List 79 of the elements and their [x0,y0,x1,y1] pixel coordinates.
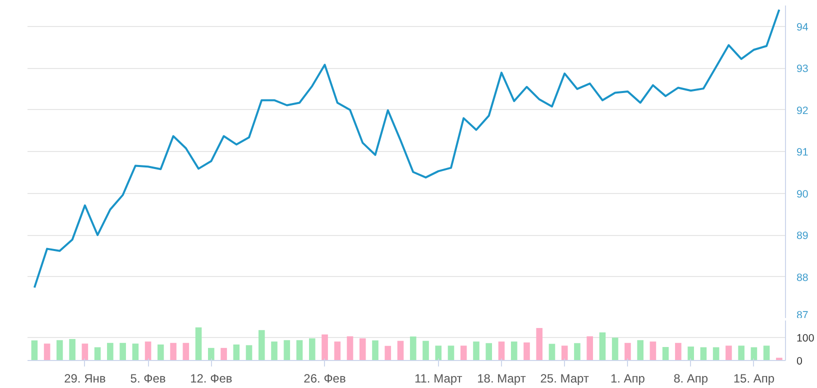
bar [586,336,593,360]
y-tick-label: 93 [796,63,808,76]
bar [448,346,454,360]
bar [82,344,88,360]
bar [372,340,378,360]
bar [561,346,568,360]
bar [334,342,341,360]
bar [422,340,429,360]
x-tick-label: 18. Март [477,372,526,386]
bar [675,342,682,360]
y-tick-label: 89 [796,230,808,242]
x-tick-label: 8. Апр [674,372,708,386]
y-tick-label: 100 [796,332,814,345]
bar [144,342,152,360]
bar [271,342,278,360]
bar [763,346,770,360]
bar [56,340,63,360]
bar [31,340,38,360]
bar [574,343,580,360]
bar [132,344,139,360]
bar [524,342,530,360]
x-tick-label: 29. Янв [64,372,106,386]
bar [346,336,354,360]
y-tick-label: 90 [796,188,808,200]
x-tick-label: 1. Апр [610,372,646,386]
x-tick-label: 12. Фев [190,372,232,386]
bar [650,342,656,360]
x-tick-label: 25. Март [540,372,590,386]
bar [599,332,606,360]
bar [69,339,76,360]
bar [637,340,644,360]
bar [107,342,114,360]
bar [750,347,758,360]
bar [397,340,404,360]
bar [473,342,480,360]
bar [258,330,265,360]
y-tick-label: 88 [796,272,808,284]
bar [170,342,176,360]
x-tick-label: 11. Март [414,372,463,386]
bar [195,327,202,360]
y-tick-label: 94 [796,21,808,34]
bar [120,342,126,360]
bar [208,348,214,360]
bar [460,346,467,360]
bar [384,346,392,360]
bar [548,344,556,360]
bar [182,342,190,360]
bar [94,347,101,360]
bar [158,344,164,360]
bar [726,346,732,360]
y-tick-label: 91 [796,146,808,159]
bar [220,348,227,360]
x-tick-label: 26. Фев [304,372,346,386]
bar [486,343,492,360]
bar [688,346,694,360]
bar [246,345,252,360]
bar [712,347,720,360]
x-tick-label: 15. Апр [733,372,775,386]
bar [296,340,303,360]
y-tick-label: 92 [796,104,808,117]
bar [662,347,669,360]
y-tick-label: 0 [796,356,802,368]
bar [410,336,416,360]
bar [612,338,618,360]
bar [624,342,631,360]
bar [284,340,290,360]
bar [498,342,505,360]
bar [700,347,707,360]
bar [510,342,518,360]
bar [44,344,50,360]
bar [359,338,366,360]
line-series [33,8,780,289]
bar [738,346,744,360]
x-tick-label: 5. Фев [130,372,166,386]
bar [435,346,442,360]
bar [233,344,240,360]
bar [308,338,316,360]
bar [322,334,328,360]
bar [536,328,543,360]
